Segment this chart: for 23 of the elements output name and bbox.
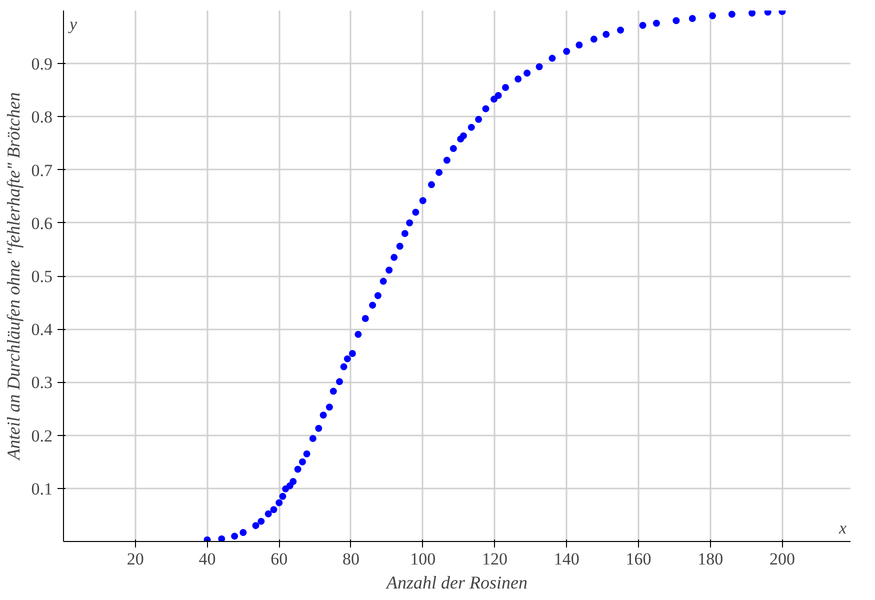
x-tick-label: 60 (270, 550, 288, 568)
y-tick-label: 0.3 (31, 373, 52, 392)
x-tick-label: 160 (626, 550, 652, 568)
annotation: y (68, 14, 78, 34)
x-tick-label: 180 (698, 550, 724, 568)
x-axis-title: Anzahl der Rosinen (386, 572, 528, 592)
y-tick-label: 0.8 (31, 108, 52, 127)
x-tick-label: 100 (410, 550, 436, 568)
y-tick-label: 0.7 (31, 160, 53, 180)
annotation: x (838, 518, 847, 538)
x-tick-label: 140 (554, 550, 580, 568)
y-axis-title: Anteil an Durchläufen ohne "fehlerhafte" Brötchen (3, 92, 24, 461)
y-tick-label: 0.6 (31, 214, 52, 233)
x-tick-label: 40 (198, 550, 216, 568)
x-tick-label: 200 (769, 550, 795, 568)
x-tick-label: 20 (126, 550, 144, 568)
y-tick-label: 0.4 (31, 320, 53, 340)
y-tick-label: 0.2 (31, 426, 52, 446)
y-tick-label: 0.9 (31, 54, 52, 74)
x-tick-label: 120 (482, 550, 508, 568)
x-tick-label: 80 (342, 550, 360, 568)
y-tick-label: 0.5 (31, 267, 52, 286)
y-tick-label: 0.1 (31, 479, 52, 498)
